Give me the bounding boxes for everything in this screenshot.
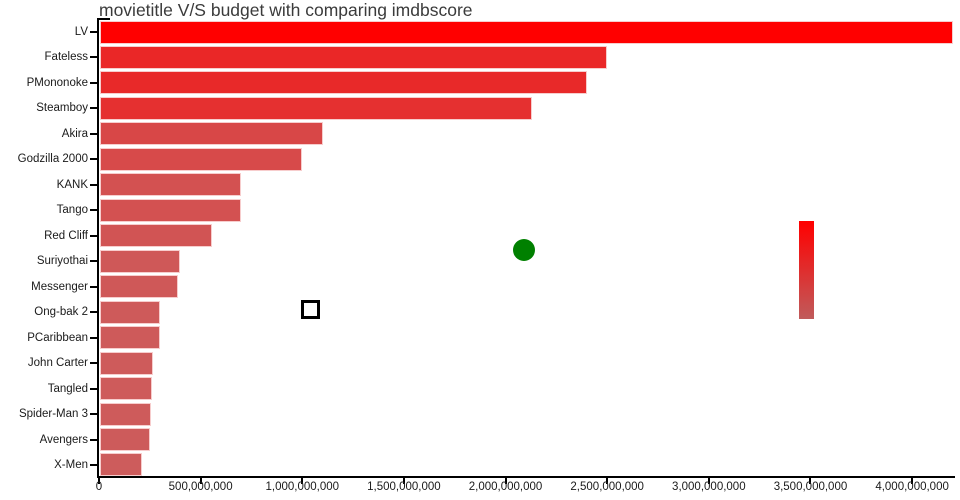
x-axis-label: 4,000,000,000 xyxy=(875,481,949,493)
y-tick xyxy=(90,158,97,161)
x-axis-label: 1,000,000,000 xyxy=(265,481,340,493)
y-axis-top-cap xyxy=(97,18,110,20)
x-tick xyxy=(98,478,100,484)
x-tick xyxy=(301,478,304,484)
bar-fateless xyxy=(100,45,608,69)
y-axis-label: PMononoke xyxy=(26,76,88,89)
y-tick xyxy=(90,56,97,59)
y-tick xyxy=(90,234,97,237)
x-tick xyxy=(504,478,507,484)
y-tick xyxy=(90,311,97,314)
bar-x-men xyxy=(100,453,142,477)
y-axis-line xyxy=(97,18,99,477)
green-circle-marker xyxy=(512,238,535,261)
y-axis-label: Avengers xyxy=(39,433,88,446)
y-tick xyxy=(90,183,97,186)
bar-godzilla-2000 xyxy=(100,147,303,171)
y-axis-label: KANK xyxy=(56,178,88,191)
y-axis-label: Messenger xyxy=(31,280,88,293)
x-tick xyxy=(809,478,812,484)
x-axis-line xyxy=(97,476,955,478)
y-axis-label: Suriyothai xyxy=(36,255,88,268)
y-tick xyxy=(90,336,97,339)
y-axis-labels: LV Fateless PMononoke Steamboy Akira Godzilla… xyxy=(0,20,88,477)
y-tick xyxy=(90,362,97,365)
y-axis-label: Red Cliff xyxy=(44,229,88,242)
bar-pmononoke xyxy=(100,71,587,95)
y-axis-label: Fateless xyxy=(44,51,88,64)
y-tick xyxy=(90,81,97,84)
y-axis-label: Akira xyxy=(61,127,88,140)
x-axis-label: 3,500,000,000 xyxy=(773,481,848,493)
y-tick xyxy=(90,285,97,288)
y-tick xyxy=(90,413,97,416)
y-axis-label: PCaribbean xyxy=(27,331,88,344)
y-tick xyxy=(90,107,97,110)
x-axis-label: 2,000,000,000 xyxy=(468,481,543,493)
bar-john-carter xyxy=(100,351,153,375)
y-axis-label: Tangled xyxy=(47,382,88,395)
x-axis-label: 2,500,000,000 xyxy=(570,481,644,493)
bar-kank xyxy=(100,173,242,197)
bar-tango xyxy=(100,198,242,222)
y-axis-label: Steamboy xyxy=(36,102,88,115)
y-tick xyxy=(90,260,97,263)
bar-avengers xyxy=(100,428,150,452)
bar-suriyothai xyxy=(100,249,181,273)
y-axis-label: Tango xyxy=(56,204,88,217)
y-tick xyxy=(90,387,97,390)
y-tick xyxy=(90,31,97,33)
bar-lv xyxy=(100,20,953,44)
y-axis-label: John Carter xyxy=(27,357,88,370)
imdbscore-colorbar xyxy=(798,220,814,320)
plot-area xyxy=(90,18,955,484)
y-tick xyxy=(90,132,97,135)
bar-ong-bak-2 xyxy=(100,300,160,324)
x-axis-labels: 0 500,000,000 1,000,000,000 1,500,000,000 2,… xyxy=(95,481,955,497)
y-tick xyxy=(90,463,97,466)
bar-red-cliff xyxy=(100,224,212,248)
bar-tangled xyxy=(100,377,152,401)
x-tick xyxy=(911,478,914,484)
x-axis-label: 1,500,000,000 xyxy=(367,481,441,493)
bar-messenger xyxy=(100,275,179,299)
y-axis-label: LV xyxy=(74,26,88,38)
y-axis-label: Spider-Man 3 xyxy=(18,408,88,421)
x-axis-label: 500,000,000 xyxy=(168,481,233,493)
y-axis-label: Godzilla 2000 xyxy=(17,153,88,166)
x-tick xyxy=(402,478,405,484)
bar-akira xyxy=(100,122,323,146)
black-square-marker xyxy=(300,300,320,320)
y-tick xyxy=(90,209,97,212)
bar-steamboy xyxy=(100,96,532,120)
x-axis-label: 0 xyxy=(95,481,103,493)
chart-title: movietitle V/S budget with comparing imd… xyxy=(99,0,473,20)
bar-spider-man-3 xyxy=(100,402,152,426)
bar-pcaribbean xyxy=(100,326,160,350)
y-axis-label: Ong-bak 2 xyxy=(34,306,88,319)
x-axis-label: 3,000,000,000 xyxy=(672,481,746,493)
x-tick xyxy=(707,478,710,484)
y-axis-label: X-Men xyxy=(54,458,88,471)
x-tick xyxy=(199,478,202,484)
y-tick xyxy=(90,438,97,441)
x-tick xyxy=(606,478,609,484)
